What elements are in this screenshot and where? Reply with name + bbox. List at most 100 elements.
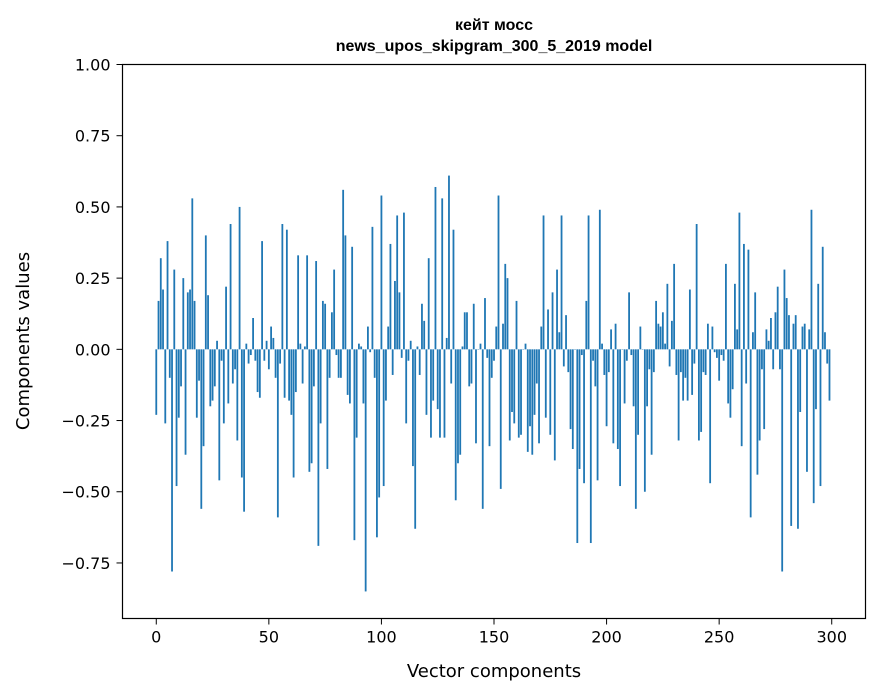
bar xyxy=(344,235,347,350)
bar xyxy=(220,349,223,361)
bar xyxy=(472,303,475,350)
bar xyxy=(513,349,516,424)
bar xyxy=(454,349,457,501)
bar xyxy=(580,349,583,356)
bar xyxy=(603,349,606,375)
bar xyxy=(330,312,333,350)
bar xyxy=(461,346,464,350)
bar xyxy=(666,283,669,350)
bar xyxy=(195,349,198,418)
bar xyxy=(675,349,678,375)
bar xyxy=(801,326,804,350)
bar xyxy=(382,349,385,487)
bar xyxy=(281,224,284,350)
bar xyxy=(216,340,218,350)
bar xyxy=(439,349,441,438)
bar xyxy=(722,349,725,361)
bar xyxy=(752,332,754,350)
bar xyxy=(776,286,779,350)
bar xyxy=(668,349,671,367)
bar xyxy=(184,349,187,455)
bar xyxy=(389,243,392,350)
bar xyxy=(632,349,635,407)
bar xyxy=(740,349,743,447)
bar xyxy=(405,349,408,424)
bar xyxy=(247,349,250,364)
bar xyxy=(254,349,257,361)
bar xyxy=(328,349,331,378)
bar xyxy=(587,215,590,350)
bar xyxy=(486,349,489,358)
bar xyxy=(308,349,311,472)
bar xyxy=(468,349,471,387)
bar xyxy=(535,349,538,384)
bar xyxy=(783,269,786,350)
bar xyxy=(799,349,802,412)
bar xyxy=(817,283,820,350)
bar xyxy=(234,349,236,370)
bar xyxy=(288,349,291,401)
bar xyxy=(655,300,658,350)
bar xyxy=(157,300,160,350)
bar xyxy=(369,349,372,353)
bar xyxy=(394,280,396,350)
bar xyxy=(274,349,277,378)
bar xyxy=(767,340,770,350)
bar xyxy=(186,292,189,350)
bar xyxy=(571,349,574,450)
y-tick-label: −0.50 xyxy=(61,483,110,502)
bar xyxy=(493,349,495,361)
bar xyxy=(497,195,500,350)
bar xyxy=(677,349,680,441)
bar xyxy=(531,349,534,455)
bar xyxy=(549,349,552,435)
bar xyxy=(747,249,750,350)
bar xyxy=(709,349,712,484)
bar xyxy=(373,349,376,378)
bar-series xyxy=(155,175,831,592)
bar xyxy=(803,323,806,350)
bar xyxy=(387,326,390,350)
bar xyxy=(727,349,730,404)
bar xyxy=(508,349,511,441)
bar xyxy=(222,349,225,424)
bar xyxy=(670,320,673,350)
bar xyxy=(204,235,207,350)
bar xyxy=(765,329,768,350)
bar xyxy=(812,349,815,504)
bar xyxy=(589,349,592,544)
bar xyxy=(657,323,660,350)
bar xyxy=(236,349,239,441)
bar xyxy=(207,295,209,350)
bar xyxy=(562,349,565,367)
bar xyxy=(506,278,509,350)
bar xyxy=(810,209,813,350)
bar xyxy=(391,349,394,375)
bar xyxy=(337,349,340,378)
bar xyxy=(270,326,272,350)
bar xyxy=(637,349,639,435)
bar xyxy=(560,215,563,350)
bar xyxy=(475,349,477,444)
bar xyxy=(749,349,752,518)
bar xyxy=(180,349,182,387)
bar xyxy=(351,246,354,350)
bar xyxy=(826,349,829,364)
bar xyxy=(168,349,171,378)
bar xyxy=(209,349,212,407)
plot-frame xyxy=(121,63,867,620)
bar xyxy=(231,349,234,384)
bar xyxy=(380,195,383,350)
bar xyxy=(538,349,540,444)
x-tick-label: 0 xyxy=(151,628,161,647)
bar xyxy=(499,349,502,489)
x-axis-ticks: 0 50 100 150 200 250 300 xyxy=(151,618,847,647)
bar xyxy=(481,349,484,509)
bar xyxy=(502,323,504,350)
bar xyxy=(171,349,173,572)
bar xyxy=(312,349,315,387)
bar xyxy=(706,323,709,350)
bar xyxy=(292,349,295,478)
bar xyxy=(362,349,365,404)
bar xyxy=(720,349,723,356)
